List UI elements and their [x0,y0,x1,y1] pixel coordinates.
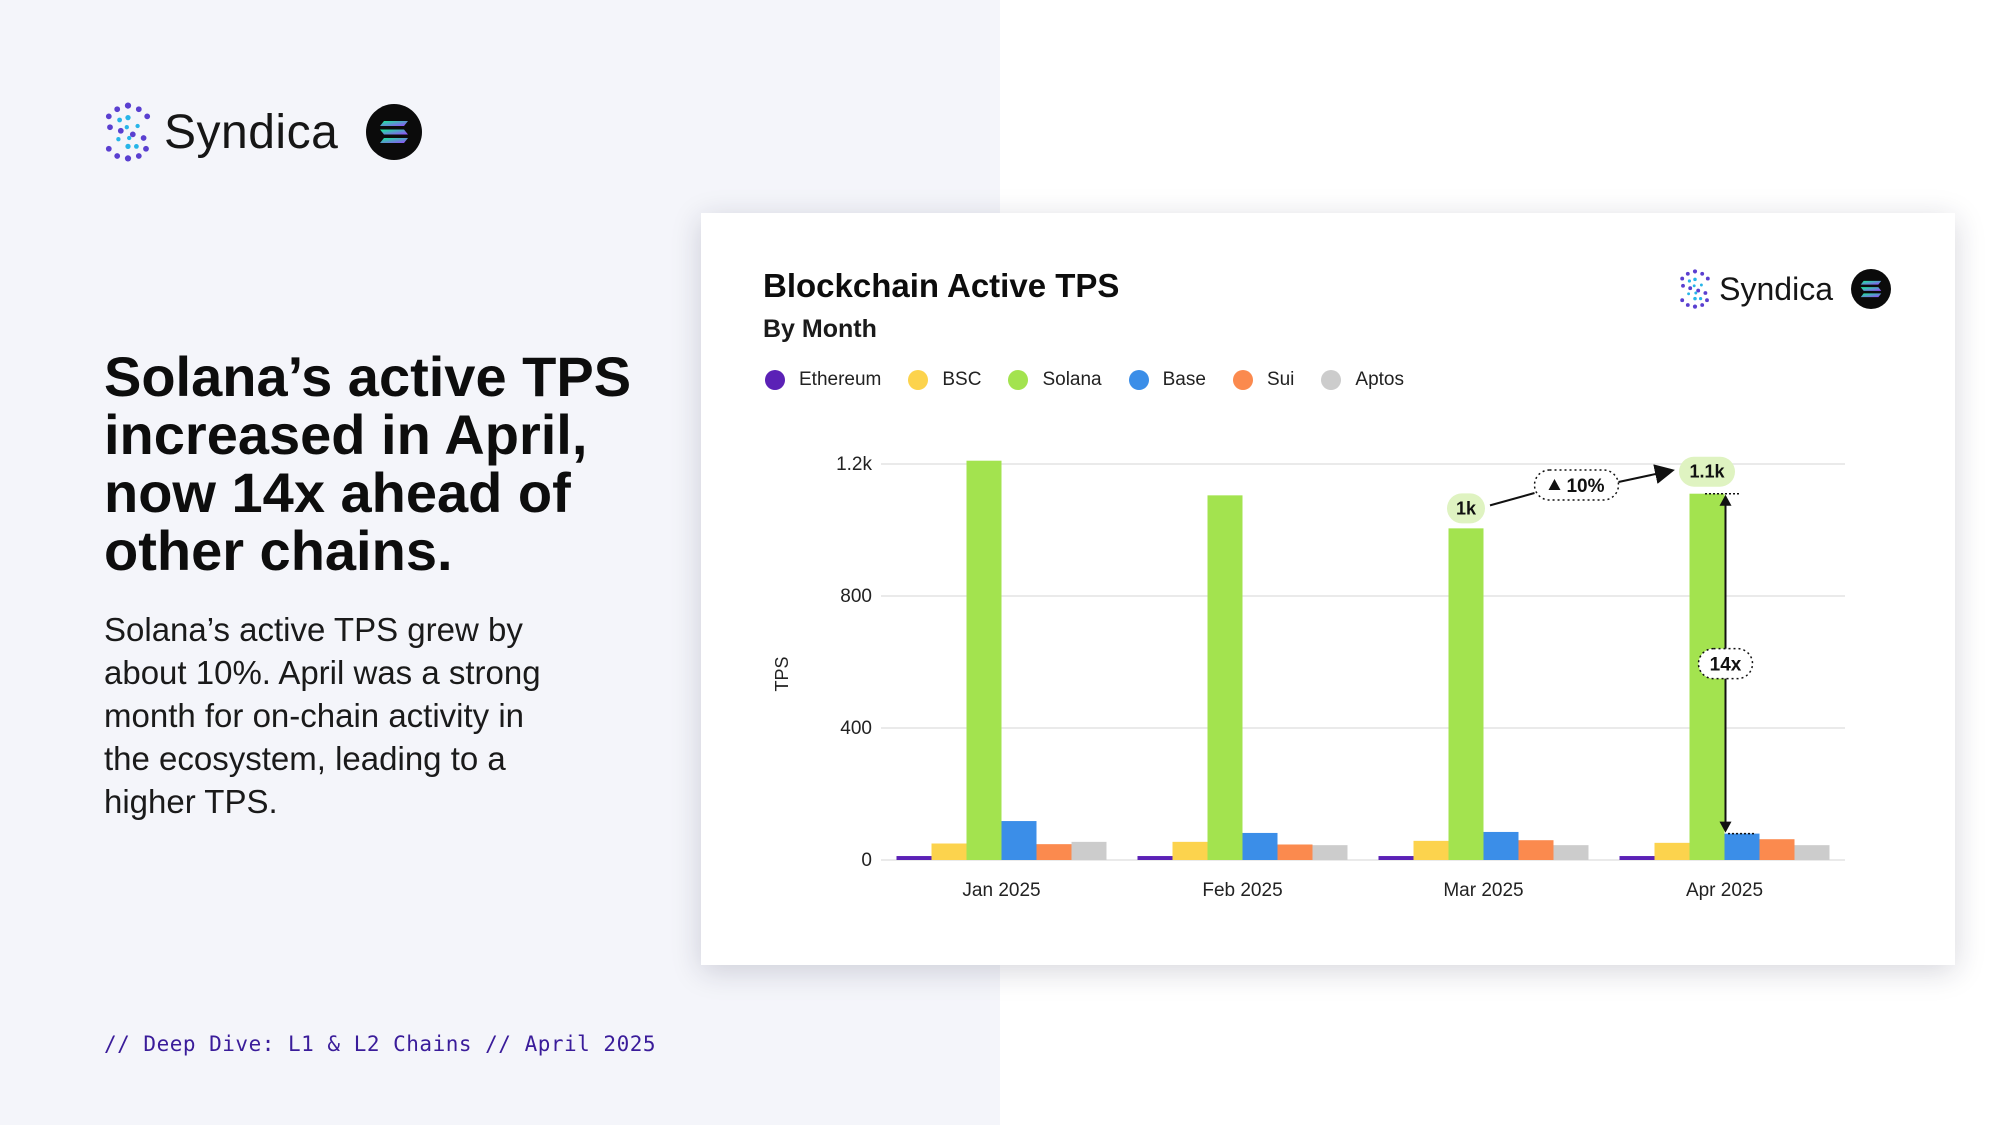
bar-sui-feb-2025 [1277,844,1313,860]
bar-ethereum-apr-2025 [1619,856,1655,860]
bar-aptos-apr-2025 [1794,845,1830,860]
body-text: Solana’s active TPS grew by about 10%. A… [104,611,541,820]
syndica-logo-icon [1680,269,1710,309]
arrowhead-up [1719,494,1732,506]
y-tick-label: 400 [840,718,872,739]
growth-pill [1533,469,1620,501]
chart-brand-name: Syndica [1719,270,1833,307]
y-tick-label: 800 [840,586,872,607]
y-tick-label: 0 [861,850,872,871]
bar-ethereum-mar-2025 [1378,856,1414,860]
bar-solana-jan-2025 [966,460,1002,860]
x-tick-label: Jan 2025 [962,880,1040,901]
footer-note: // Deep Dive: L1 & L2 Chains // April 20… [104,1032,657,1056]
bar-solana-feb-2025 [1207,495,1243,860]
legend-label: Solana [1042,369,1102,390]
brand-header: Syndica [104,100,423,164]
bar-aptos-feb-2025 [1312,845,1348,860]
legend-swatch [1232,370,1253,390]
bar-sui-jan-2025 [1036,844,1072,860]
chart-brand: Syndica [1679,267,1891,311]
x-tick-label: Feb 2025 [1202,880,1282,901]
y-axis-label: TPS [772,656,792,691]
legend-swatch [1008,370,1029,390]
x-tick-label: Mar 2025 [1443,880,1523,901]
chart-legend: Ethereum BSC Solana Base Sui Aptos [765,369,1431,391]
annotation-label-apr: 1.1k [1689,462,1725,482]
legend-label: Ethereum [799,369,882,390]
bar-base-mar-2025 [1483,831,1519,860]
bar-chart: 0 400 800 1.2k TPS Jan 2025 Feb 2025 Mar 2025 Ap… [772,454,1845,901]
legend-item[interactable]: Ethereum [765,369,881,391]
bar-bsc-feb-2025 [1172,841,1208,860]
legend-item[interactable]: Solana [1008,369,1102,391]
annotation-pill-mar [1447,493,1485,524]
legend-label: Aptos [1355,369,1404,390]
solana-icon [1851,269,1891,309]
annotation-label-mar: 1k [1456,498,1477,518]
bar-ethereum-jan-2025 [896,856,932,860]
growth-arrow-right [1618,464,1675,484]
legend-swatch [765,370,785,390]
chart-subtitle: By Month [763,315,877,343]
legend-swatch [1321,370,1342,390]
headline: Solana’s active TPS increased in April, … [104,345,632,582]
legend-label: Base [1162,369,1206,390]
bar-aptos-jan-2025 [1071,841,1107,860]
legend-item[interactable]: Aptos [1321,369,1404,391]
bar-aptos-mar-2025 [1553,845,1589,860]
chart-card: Blockchain Active TPS By Month Syndica [701,213,1955,965]
bar-base-apr-2025 [1724,833,1760,860]
bar-solana-mar-2025 [1448,528,1484,860]
syndica-logo-icon [105,102,151,162]
legend-label: Sui [1266,369,1295,390]
growth-arrow-left [1489,492,1535,507]
bar-bsc-apr-2025 [1654,842,1690,860]
multiple-pill [1697,647,1754,680]
arrowhead-down [1719,821,1732,833]
chart-title: Blockchain Active TPS [763,267,1120,304]
bar-sui-apr-2025 [1759,839,1795,860]
bar-bsc-jan-2025 [931,843,967,860]
bar-ethereum-feb-2025 [1137,856,1173,860]
solana-icon [366,104,423,160]
brand-name: Syndica [164,105,339,159]
bar-base-jan-2025 [1001,821,1037,860]
bar-base-feb-2025 [1242,832,1278,860]
y-tick-label: 1.2k [836,454,872,475]
bar-sui-mar-2025 [1518,840,1554,860]
legend-item[interactable]: Sui [1232,369,1295,391]
annotation-pill-apr [1679,456,1735,487]
triangle-up-icon [1548,479,1561,491]
legend-swatch [1128,370,1149,390]
legend-item[interactable]: Base [1128,369,1206,391]
bar-bsc-mar-2025 [1413,840,1449,860]
multiple-label: 14x [1710,655,1742,676]
legend-label: BSC [942,369,982,390]
legend-swatch [908,370,929,390]
growth-label: 10% [1566,476,1604,497]
x-tick-label: Apr 2025 [1686,880,1763,901]
legend-item[interactable]: BSC [908,369,981,391]
